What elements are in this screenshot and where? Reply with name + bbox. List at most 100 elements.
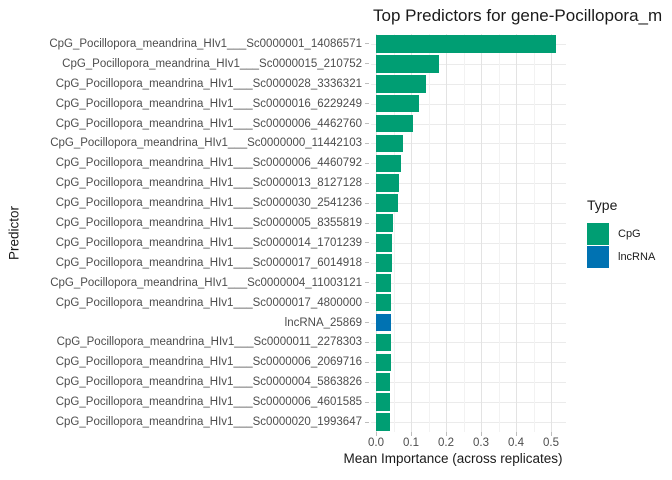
gridline-horizontal <box>371 63 566 65</box>
y-axis-category-label: CpG_Pocillopora_meandrina_HIv1___Sc00000… <box>55 157 362 170</box>
y-axis-category-label: CpG_Pocillopora_meandrina_HIv1___Sc00000… <box>50 276 362 289</box>
y-axis-category-label: CpG_Pocillopora_meandrina_HIv1___Sc00000… <box>50 137 362 150</box>
y-axis-tick <box>365 421 369 423</box>
y-axis-category-label: CpG_Pocillopora_meandrina_HIv1___Sc00000… <box>55 197 362 210</box>
x-axis-tick <box>410 432 412 436</box>
y-axis-tick <box>365 142 369 144</box>
x-axis-tick-label: 0.4 <box>508 437 524 449</box>
bar <box>376 174 400 193</box>
y-axis-title: Predictor <box>6 205 22 261</box>
y-axis-tick <box>365 322 369 324</box>
y-axis-tick <box>365 401 369 403</box>
y-axis-tick <box>365 182 369 184</box>
x-axis-tick-label: 0.1 <box>403 437 419 449</box>
y-axis-category-label: CpG_Pocillopora_meandrina_HIv1___Sc00000… <box>49 37 362 50</box>
bar <box>376 114 414 133</box>
gridline-horizontal <box>371 143 566 145</box>
y-axis-tick <box>365 63 369 65</box>
y-axis-tick <box>365 202 369 204</box>
y-axis-tick <box>365 361 369 363</box>
legend-items: CpG lncRNA <box>587 222 655 268</box>
y-axis-tick <box>365 302 369 304</box>
bar <box>376 214 393 232</box>
bar <box>376 154 401 173</box>
gridline-horizontal <box>371 163 566 165</box>
x-axis-tick <box>480 432 482 436</box>
bar <box>376 273 392 292</box>
x-axis-title: Mean Importance (across replicates) <box>343 451 563 466</box>
bar <box>376 333 391 352</box>
chart-title: Top Predictors for gene-Pocillopora_m <box>373 6 663 25</box>
y-axis-category-label: CpG_Pocillopora_meandrina_HIv1___Sc00000… <box>55 376 362 389</box>
y-axis-category-label: CpG_Pocillopora_meandrina_HIv1___Sc00000… <box>55 356 362 369</box>
x-axis-tick <box>445 432 447 436</box>
gridline-horizontal <box>371 103 566 105</box>
x-axis-tick <box>550 432 552 436</box>
y-axis-tick <box>365 103 369 105</box>
y-axis-category-label: CpG_Pocillopora_meandrina_HIv1___Sc00000… <box>55 256 362 269</box>
y-axis-tick <box>365 341 369 343</box>
gridline-horizontal <box>371 203 566 205</box>
y-axis-category-label: CpG_Pocillopora_meandrina_HIv1___Sc00000… <box>56 336 362 349</box>
y-axis-tick <box>365 381 369 383</box>
legend-key-swatch <box>587 222 609 245</box>
gridline-horizontal <box>371 282 566 284</box>
bar <box>376 373 391 392</box>
x-axis-tick-label: 0.3 <box>473 437 489 449</box>
gridline-vertical-major <box>516 34 517 432</box>
bar <box>376 55 439 73</box>
gridline-horizontal <box>371 262 566 264</box>
gridline-vertical-minor <box>498 34 500 432</box>
y-axis-category-label: CpG_Pocillopora_meandrina_HIv1___Sc00000… <box>55 97 362 110</box>
bar <box>376 393 390 411</box>
y-axis-tick <box>365 83 369 85</box>
bar <box>376 313 392 332</box>
y-axis-category-label: CpG_Pocillopora_meandrina_HIv1___Sc00000… <box>55 77 362 90</box>
gridline-vertical-major <box>411 34 412 432</box>
plot-panel <box>371 34 566 432</box>
gridline-horizontal <box>371 362 566 364</box>
gridline-horizontal <box>371 402 566 404</box>
bar <box>376 413 390 431</box>
y-axis-category-label: CpG_Pocillopora_meandrina_HIv1___Sc00000… <box>55 117 362 130</box>
y-axis-tick <box>365 43 369 45</box>
gridline-horizontal <box>371 123 566 125</box>
bar <box>376 254 392 272</box>
gridline-vertical-minor <box>428 34 430 432</box>
y-axis-tick <box>365 162 369 164</box>
x-axis-tick <box>375 432 377 436</box>
bar <box>376 74 427 93</box>
y-axis-tick <box>365 222 369 224</box>
y-axis-tick <box>365 282 369 284</box>
y-axis-category-label: lncRNA_25869 <box>284 316 362 329</box>
y-axis-category-label: CpG_Pocillopora_meandrina_HIv1___Sc00000… <box>55 217 362 230</box>
x-axis-tick-label: 0.0 <box>368 437 384 449</box>
bar <box>376 293 392 312</box>
y-axis-category-label: CpG_Pocillopora_meandrina_HIv1___Sc00000… <box>55 177 362 190</box>
gridline-vertical-major <box>376 34 377 432</box>
bar <box>376 234 393 252</box>
legend-item: lncRNA <box>587 245 655 268</box>
y-axis-category-label: CpG_Pocillopora_meandrina_HIv1___Sc00000… <box>55 296 362 309</box>
y-axis-category-label: CpG_Pocillopora_meandrina_HIv1___Sc00000… <box>55 396 362 409</box>
x-axis-tick <box>515 432 517 436</box>
legend: Type CpG lncRNA <box>587 197 655 268</box>
gridline-vertical-minor <box>393 34 395 432</box>
gridline-horizontal <box>371 83 566 85</box>
bar <box>376 353 391 372</box>
gridline-horizontal <box>371 183 566 185</box>
gridline-vertical-major <box>481 34 482 432</box>
y-axis-category-label: CpG_Pocillopora_meandrina_HIv1___Sc00000… <box>62 57 362 70</box>
gridline-horizontal <box>371 242 566 244</box>
y-axis-category-label: CpG_Pocillopora_meandrina_HIv1___Sc00000… <box>55 236 362 249</box>
legend-key-swatch <box>587 245 609 268</box>
bar <box>376 134 403 153</box>
y-axis-tick <box>365 262 369 264</box>
gridline-vertical-major <box>551 34 552 432</box>
legend-item: CpG <box>587 222 655 245</box>
gridline-horizontal <box>371 322 566 324</box>
gridline-horizontal <box>371 223 566 225</box>
legend-title: Type <box>587 197 618 213</box>
x-axis-tick-label: 0.2 <box>438 437 454 449</box>
